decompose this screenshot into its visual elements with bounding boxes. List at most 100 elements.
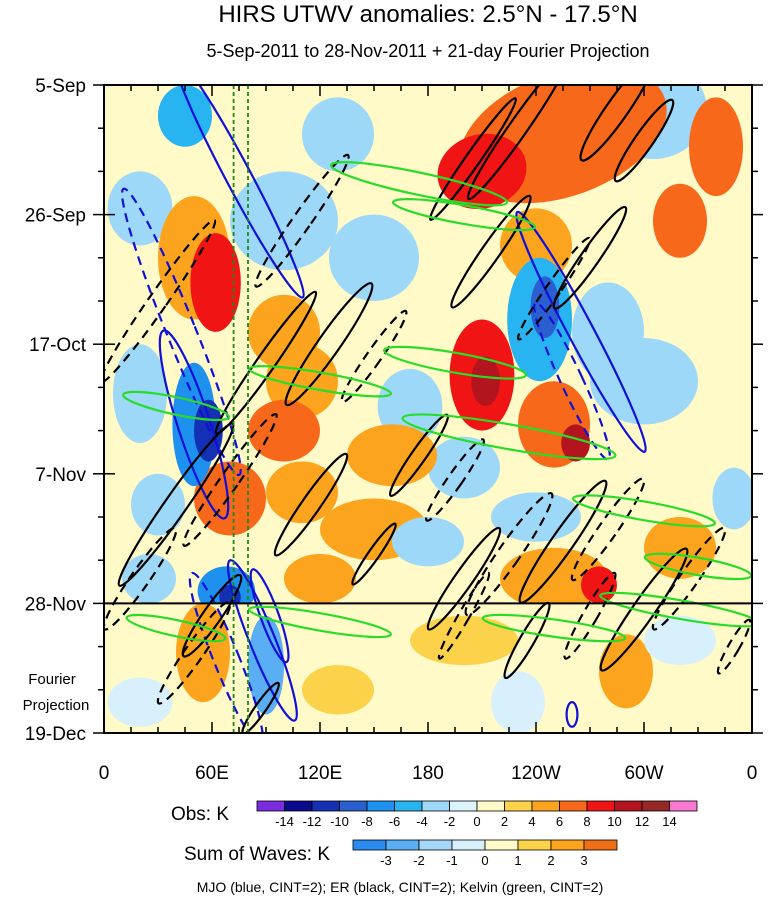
obs-colorbar-swatch [476, 800, 505, 812]
er-contour [214, 290, 318, 435]
obs-anomaly-blob [113, 344, 167, 443]
er-contour [613, 98, 675, 183]
er-contour [716, 618, 752, 675]
waves-colorbar-swatch [517, 839, 552, 851]
obs-colorbar-swatch [339, 800, 368, 812]
waves-colorbar-swatch [550, 839, 585, 851]
mjo-contour [533, 301, 611, 461]
obs-colorbar-tick-label: 10 [607, 814, 621, 829]
projection-anomaly-blob [410, 615, 518, 666]
obs-anomaly-blob [500, 547, 608, 610]
obs-anomaly-blob [392, 517, 464, 567]
obs-colorbar-swatch [421, 800, 450, 812]
kelvin-contour [481, 613, 627, 643]
kelvin-contour [599, 591, 752, 628]
obs-colorbar-swatch [641, 800, 670, 812]
chart-subtitle: 5-Sep-2011 to 28-Nov-2011 + 21-day Fouri… [206, 41, 649, 61]
er-contour [117, 422, 235, 587]
waves-colorbar-tick-label: -3 [380, 853, 392, 868]
waves-colorbar-label: Sum of Waves: K [184, 844, 330, 865]
obs-anomaly-blob [377, 368, 443, 443]
obs-colorbar-swatch [284, 800, 313, 812]
er-contour [450, 194, 532, 309]
kelvin-contour [571, 494, 717, 528]
obs-colorbar-swatch [531, 800, 560, 812]
obs-colorbar-label: Obs: K [171, 804, 229, 825]
obs-anomaly-blob [190, 233, 241, 332]
obs-colorbar-tick-label: -2 [444, 814, 456, 829]
obs-anomaly-blob [329, 214, 419, 301]
er-contour [466, 85, 570, 201]
mjo-contour [188, 571, 265, 733]
obs-colorbar-swatch [311, 800, 340, 812]
waves-colorbar-tick-label: 1 [514, 853, 521, 868]
obs-anomaly-blob [284, 554, 356, 604]
y-axis: 5-Sep 26-Sep 17-Oct 7-Nov 28-Nov 19-Dec [25, 76, 763, 745]
mjo-contour [226, 559, 298, 722]
waves-colorbar-swatch [484, 839, 519, 851]
obs-colorbar-tick-label: 6 [556, 814, 563, 829]
projection-anomaly-blob [644, 615, 716, 666]
mjo-contour [173, 85, 305, 299]
obs-colorbar-tick-label: 12 [635, 814, 649, 829]
obs-colorbar-tick-label: -6 [389, 814, 401, 829]
y-tick-label: 26-Sep [25, 206, 86, 227]
x-tick-label: 0 [99, 763, 110, 784]
obs-colorbar-tick-label: 2 [501, 814, 508, 829]
er-contour [273, 452, 349, 557]
waves-colorbar-tick-label: 3 [580, 853, 587, 868]
wave-legend: MJO (blue, CINT=2); ER (black, CINT=2); … [197, 879, 604, 895]
plot-area [104, 85, 752, 733]
kelvin-contour [391, 198, 537, 232]
chart-title: HIRS UTWV anomalies: 2.5°N - 17.5°N [218, 1, 637, 28]
kelvin-contour [247, 365, 393, 398]
obs-colorbar-tick-label: -14 [275, 814, 294, 829]
obs-colorbar-swatch [614, 800, 643, 812]
projection-label-line2: Projection [23, 697, 90, 714]
obs-colorbar-tick-label: 14 [662, 814, 676, 829]
obs-colorbar-tick-label: -12 [303, 814, 322, 829]
x-tick-label: 180 [412, 763, 444, 784]
kelvin-contour [401, 413, 617, 461]
obs-colorbar-tick-label: -8 [361, 814, 373, 829]
y-tick-label: 19-Dec [25, 724, 86, 745]
y-tick-label: 7-Nov [35, 465, 86, 486]
er-contour [254, 153, 350, 288]
er-contour [156, 600, 232, 705]
obs-anomaly-blob [428, 436, 500, 499]
er-contour [437, 571, 491, 660]
er-contour [517, 236, 591, 341]
obs-anomaly-blob [122, 554, 176, 604]
er-contour [518, 479, 608, 604]
obs-anomaly-blob [712, 467, 752, 530]
obs-anomaly-blob [347, 424, 437, 487]
kelvin-contour [382, 345, 528, 380]
obs-colorbar-swatch [504, 800, 533, 812]
x-tick-label: 60E [195, 763, 229, 784]
obs-anomaly-blob [471, 356, 500, 406]
obs-anomaly-blob [131, 473, 185, 536]
kelvin-contour [247, 605, 393, 639]
er-contour [429, 97, 517, 221]
obs-colorbar-swatch [669, 800, 698, 812]
er-contour [181, 573, 243, 658]
obs-colorbar-swatch [366, 800, 395, 812]
y-tick-label: 28-Nov [25, 594, 87, 615]
projection-anomaly-blob [302, 665, 374, 715]
er-contour [284, 282, 374, 407]
projection-anomaly-blob [176, 603, 230, 703]
obs-colorbar-swatch [449, 800, 478, 812]
kelvin-contour [122, 390, 230, 422]
projection-anomaly-blob [107, 677, 173, 727]
obs-anomaly-blob [689, 97, 743, 197]
x-tick-label: 0 [747, 763, 758, 784]
obs-colorbar-tick-label: -10 [330, 814, 349, 829]
waves-colorbar-tick-label: -1 [446, 853, 458, 868]
x-tick-label: 120W [511, 763, 561, 784]
er-contour [570, 477, 646, 582]
projection-anomaly-field [104, 603, 752, 733]
obs-colorbar-swatch [394, 800, 423, 812]
er-contour [426, 526, 502, 631]
er-contour [424, 438, 486, 522]
obs-colorbar-tick-label: 4 [528, 814, 535, 829]
